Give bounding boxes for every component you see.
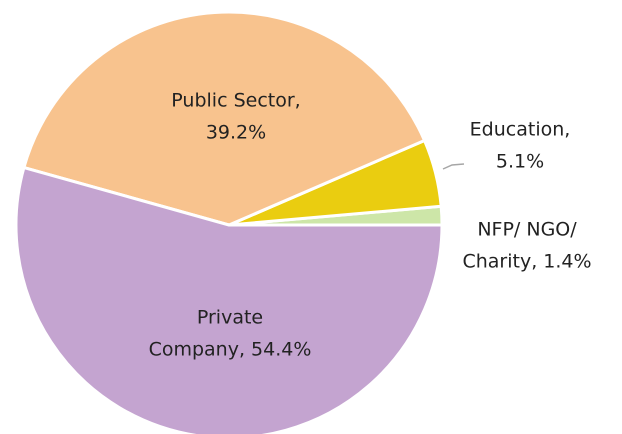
data-label: Private <box>197 307 263 329</box>
data-label: 39.2% <box>206 122 266 144</box>
data-label: Education, <box>470 119 571 141</box>
data-label: NFP/ NGO/ <box>477 219 577 241</box>
pie-slice <box>14 166 444 434</box>
data-label: 5.1% <box>496 151 544 173</box>
data-label: Public Sector, <box>171 90 300 112</box>
pie-slice <box>22 10 427 227</box>
data-label: Charity, 1.4% <box>462 251 591 273</box>
data-label: Company, 54.4% <box>149 339 312 361</box>
leader-line <box>442 163 465 170</box>
